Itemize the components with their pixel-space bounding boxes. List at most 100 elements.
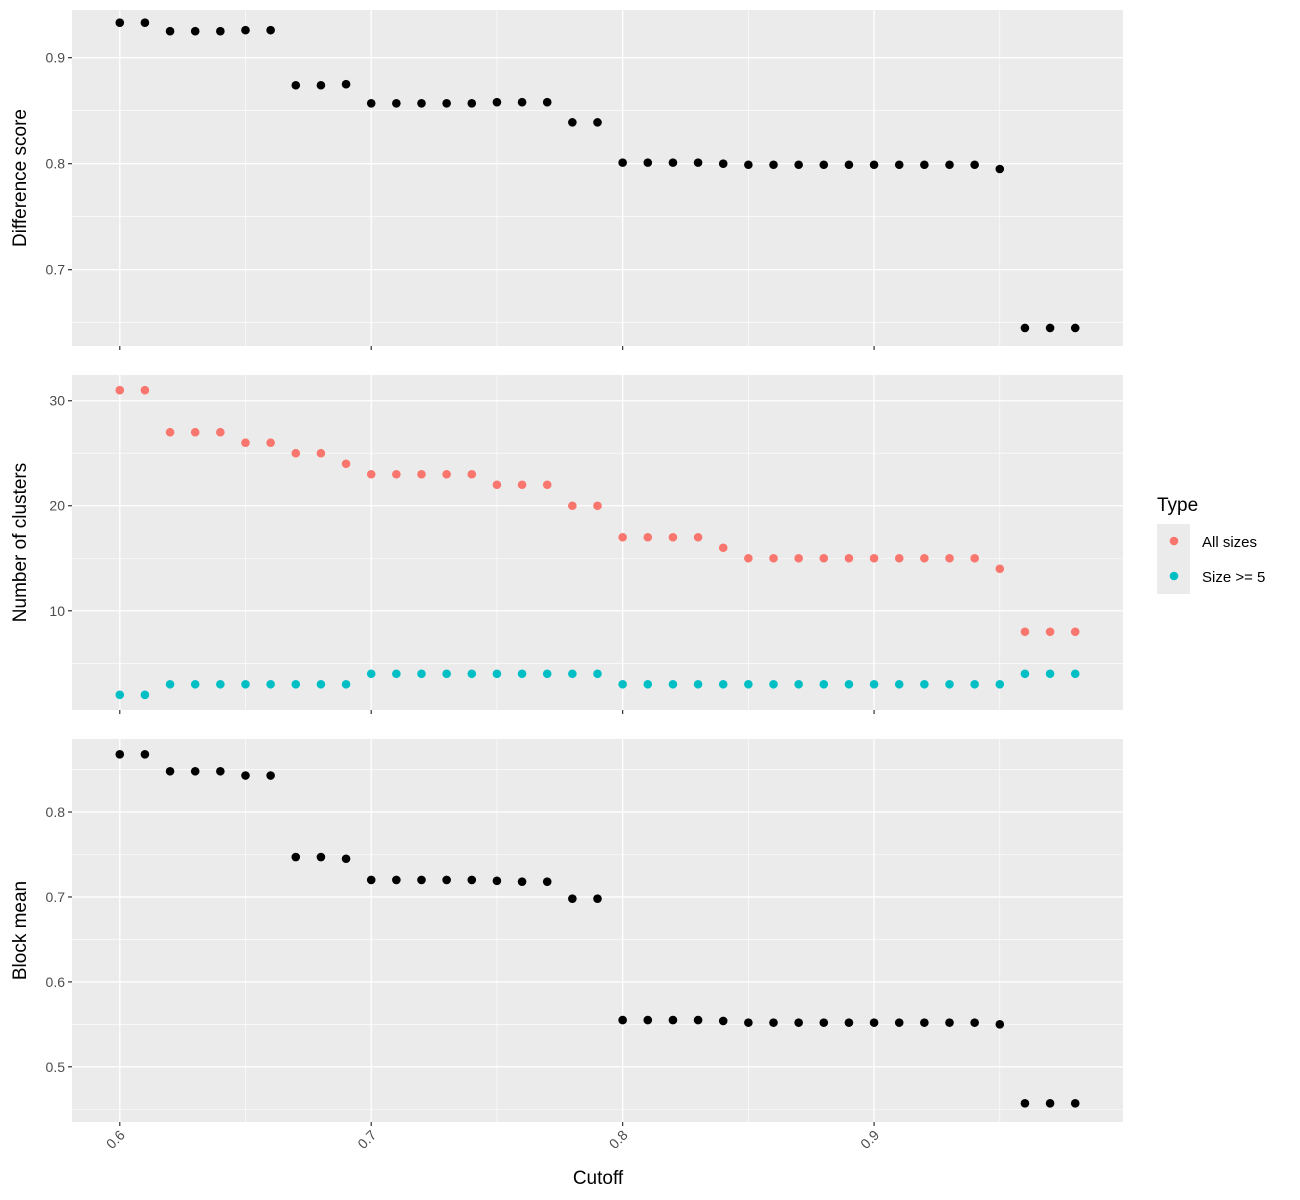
data-point bbox=[819, 1018, 829, 1027]
data-point bbox=[216, 26, 225, 36]
data-point bbox=[794, 160, 803, 170]
legend-key bbox=[1169, 571, 1179, 581]
data-point bbox=[492, 97, 502, 107]
data-point bbox=[140, 18, 150, 28]
data-point bbox=[542, 877, 552, 886]
y-tick-label: 0.7 bbox=[46, 262, 66, 278]
data-point bbox=[844, 160, 854, 170]
data-point bbox=[568, 118, 577, 127]
data-point bbox=[341, 79, 351, 89]
data-point bbox=[1070, 627, 1080, 637]
data-point bbox=[693, 1015, 703, 1025]
data-point bbox=[945, 679, 954, 689]
x-tick-label: 0.6 bbox=[103, 1127, 128, 1152]
panel-background bbox=[72, 375, 1123, 710]
legend-title: Type bbox=[1157, 495, 1198, 516]
data-point bbox=[467, 98, 477, 108]
data-point bbox=[392, 98, 401, 108]
data-point bbox=[568, 894, 577, 903]
y-axis-title: Number of clusters bbox=[10, 463, 31, 622]
data-point bbox=[467, 875, 477, 885]
data-point bbox=[1045, 1099, 1055, 1108]
data-point bbox=[316, 852, 326, 862]
y-tick-label: 0.5 bbox=[46, 1059, 66, 1075]
data-point bbox=[190, 427, 200, 437]
data-point bbox=[920, 553, 929, 563]
data-point bbox=[894, 160, 904, 170]
data-point bbox=[517, 480, 527, 490]
data-point bbox=[568, 501, 577, 511]
data-point bbox=[316, 679, 326, 689]
y-axis-title: Block mean bbox=[10, 881, 31, 980]
data-point bbox=[869, 553, 879, 563]
data-point bbox=[1020, 1099, 1030, 1108]
y-tick-label: 30 bbox=[49, 393, 65, 409]
data-point bbox=[769, 679, 778, 689]
data-point bbox=[140, 749, 150, 759]
data-point bbox=[668, 158, 678, 167]
data-point bbox=[291, 80, 301, 90]
data-point bbox=[1020, 627, 1030, 637]
data-point bbox=[643, 1015, 653, 1025]
legend: Type All sizes Size >= 5 bbox=[1157, 495, 1265, 594]
data-point bbox=[291, 679, 301, 689]
data-point bbox=[643, 532, 653, 542]
data-point bbox=[995, 1020, 1005, 1029]
data-point bbox=[844, 1018, 854, 1027]
data-point bbox=[618, 1015, 627, 1025]
data-point bbox=[341, 459, 351, 469]
y-tick-label: 0.7 bbox=[46, 889, 66, 905]
data-point bbox=[970, 160, 979, 170]
data-point bbox=[769, 553, 778, 563]
panel-3: 0.5 0.6 0.7 0.8 Block mean bbox=[10, 739, 1123, 1126]
data-point bbox=[517, 97, 527, 107]
legend-key-background bbox=[1157, 524, 1190, 594]
data-point bbox=[869, 1018, 879, 1027]
data-point bbox=[165, 679, 175, 689]
y-tick-label: 10 bbox=[49, 603, 65, 619]
data-point bbox=[442, 98, 451, 108]
data-point bbox=[165, 26, 175, 36]
data-point bbox=[190, 679, 200, 689]
series-size-5 bbox=[115, 669, 1080, 700]
data-point bbox=[693, 679, 703, 689]
data-point bbox=[241, 679, 250, 689]
legend-label: Size >= 5 bbox=[1202, 569, 1265, 586]
data-point bbox=[593, 118, 602, 127]
data-point bbox=[467, 469, 477, 479]
legend-key bbox=[1169, 536, 1179, 546]
data-point bbox=[819, 679, 829, 689]
data-point bbox=[668, 679, 678, 689]
data-point bbox=[794, 679, 803, 689]
data-point bbox=[266, 438, 275, 448]
data-point bbox=[1070, 1099, 1080, 1108]
y-tick-label: 20 bbox=[49, 498, 65, 514]
data-point bbox=[1045, 669, 1055, 679]
data-point bbox=[618, 532, 627, 542]
series-1 bbox=[115, 18, 1080, 333]
data-point bbox=[744, 679, 753, 689]
data-point bbox=[970, 553, 979, 563]
data-point bbox=[744, 553, 753, 563]
data-point bbox=[417, 669, 426, 679]
data-point bbox=[593, 501, 602, 511]
data-point bbox=[190, 26, 200, 36]
data-point bbox=[542, 97, 552, 107]
data-point bbox=[366, 875, 376, 885]
panels-layer: 0.7 0.8 0.9 Difference score 10 20 30 Number of… bbox=[10, 10, 1123, 1152]
data-point bbox=[266, 25, 275, 35]
data-point bbox=[945, 160, 954, 170]
series-all-sizes bbox=[115, 385, 1080, 637]
data-point bbox=[643, 158, 653, 167]
data-point bbox=[970, 679, 979, 689]
data-point bbox=[291, 448, 301, 458]
data-point bbox=[744, 1018, 753, 1027]
data-point bbox=[467, 669, 477, 679]
data-point bbox=[417, 469, 426, 479]
data-point bbox=[366, 469, 376, 479]
data-point bbox=[618, 679, 627, 689]
data-point bbox=[668, 1015, 678, 1025]
data-point bbox=[216, 427, 225, 437]
data-point bbox=[366, 98, 376, 108]
data-point bbox=[417, 98, 426, 108]
